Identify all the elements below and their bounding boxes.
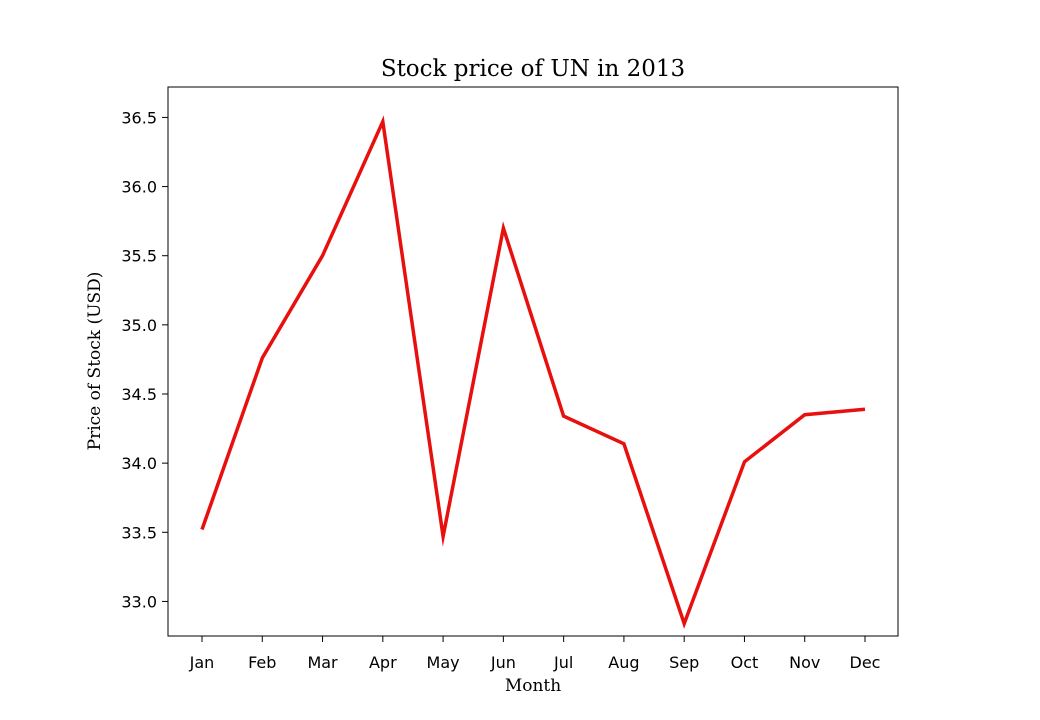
y-tick-label: 35.5: [121, 247, 157, 266]
y-tick-label: 36.0: [121, 178, 157, 197]
x-tick-label: Jul: [553, 653, 573, 672]
y-tick-label: 36.5: [121, 108, 157, 127]
y-tick-label: 34.0: [121, 454, 157, 473]
y-axis-label: Price of Stock (USD): [85, 272, 105, 451]
x-tick-label: Mar: [307, 653, 338, 672]
y-tick-label: 34.5: [121, 385, 157, 404]
x-axis-label: Month: [505, 676, 561, 696]
x-tick-label: Jun: [490, 653, 516, 672]
series-layer: [202, 121, 865, 623]
x-tick-label: May: [427, 653, 460, 672]
series-line: [202, 122, 865, 624]
x-tick-label: Apr: [369, 653, 397, 672]
x-tick-label: Dec: [850, 653, 881, 672]
plot-area-frame: [168, 87, 898, 636]
y-tick-label: 33.0: [121, 592, 157, 611]
x-tick-label: Nov: [789, 653, 820, 672]
x-tick-label: Feb: [248, 653, 276, 672]
y-tick-label: 35.0: [121, 316, 157, 335]
x-tick-label: Oct: [731, 653, 759, 672]
x-axis: Jan Feb Mar Apr May Jun Jul Aug Sep Oct Nov Dec: [189, 636, 881, 672]
y-axis: 33.0 33.5 34.0 34.5 35.0 35.5 36.0 36.5: [121, 108, 168, 611]
x-tick-label: Aug: [608, 653, 639, 672]
chart-title: Stock price of UN in 2013: [381, 56, 685, 82]
x-tick-label: Jan: [189, 653, 215, 672]
x-tick-label: Sep: [669, 653, 699, 672]
y-tick-label: 33.5: [121, 523, 157, 542]
